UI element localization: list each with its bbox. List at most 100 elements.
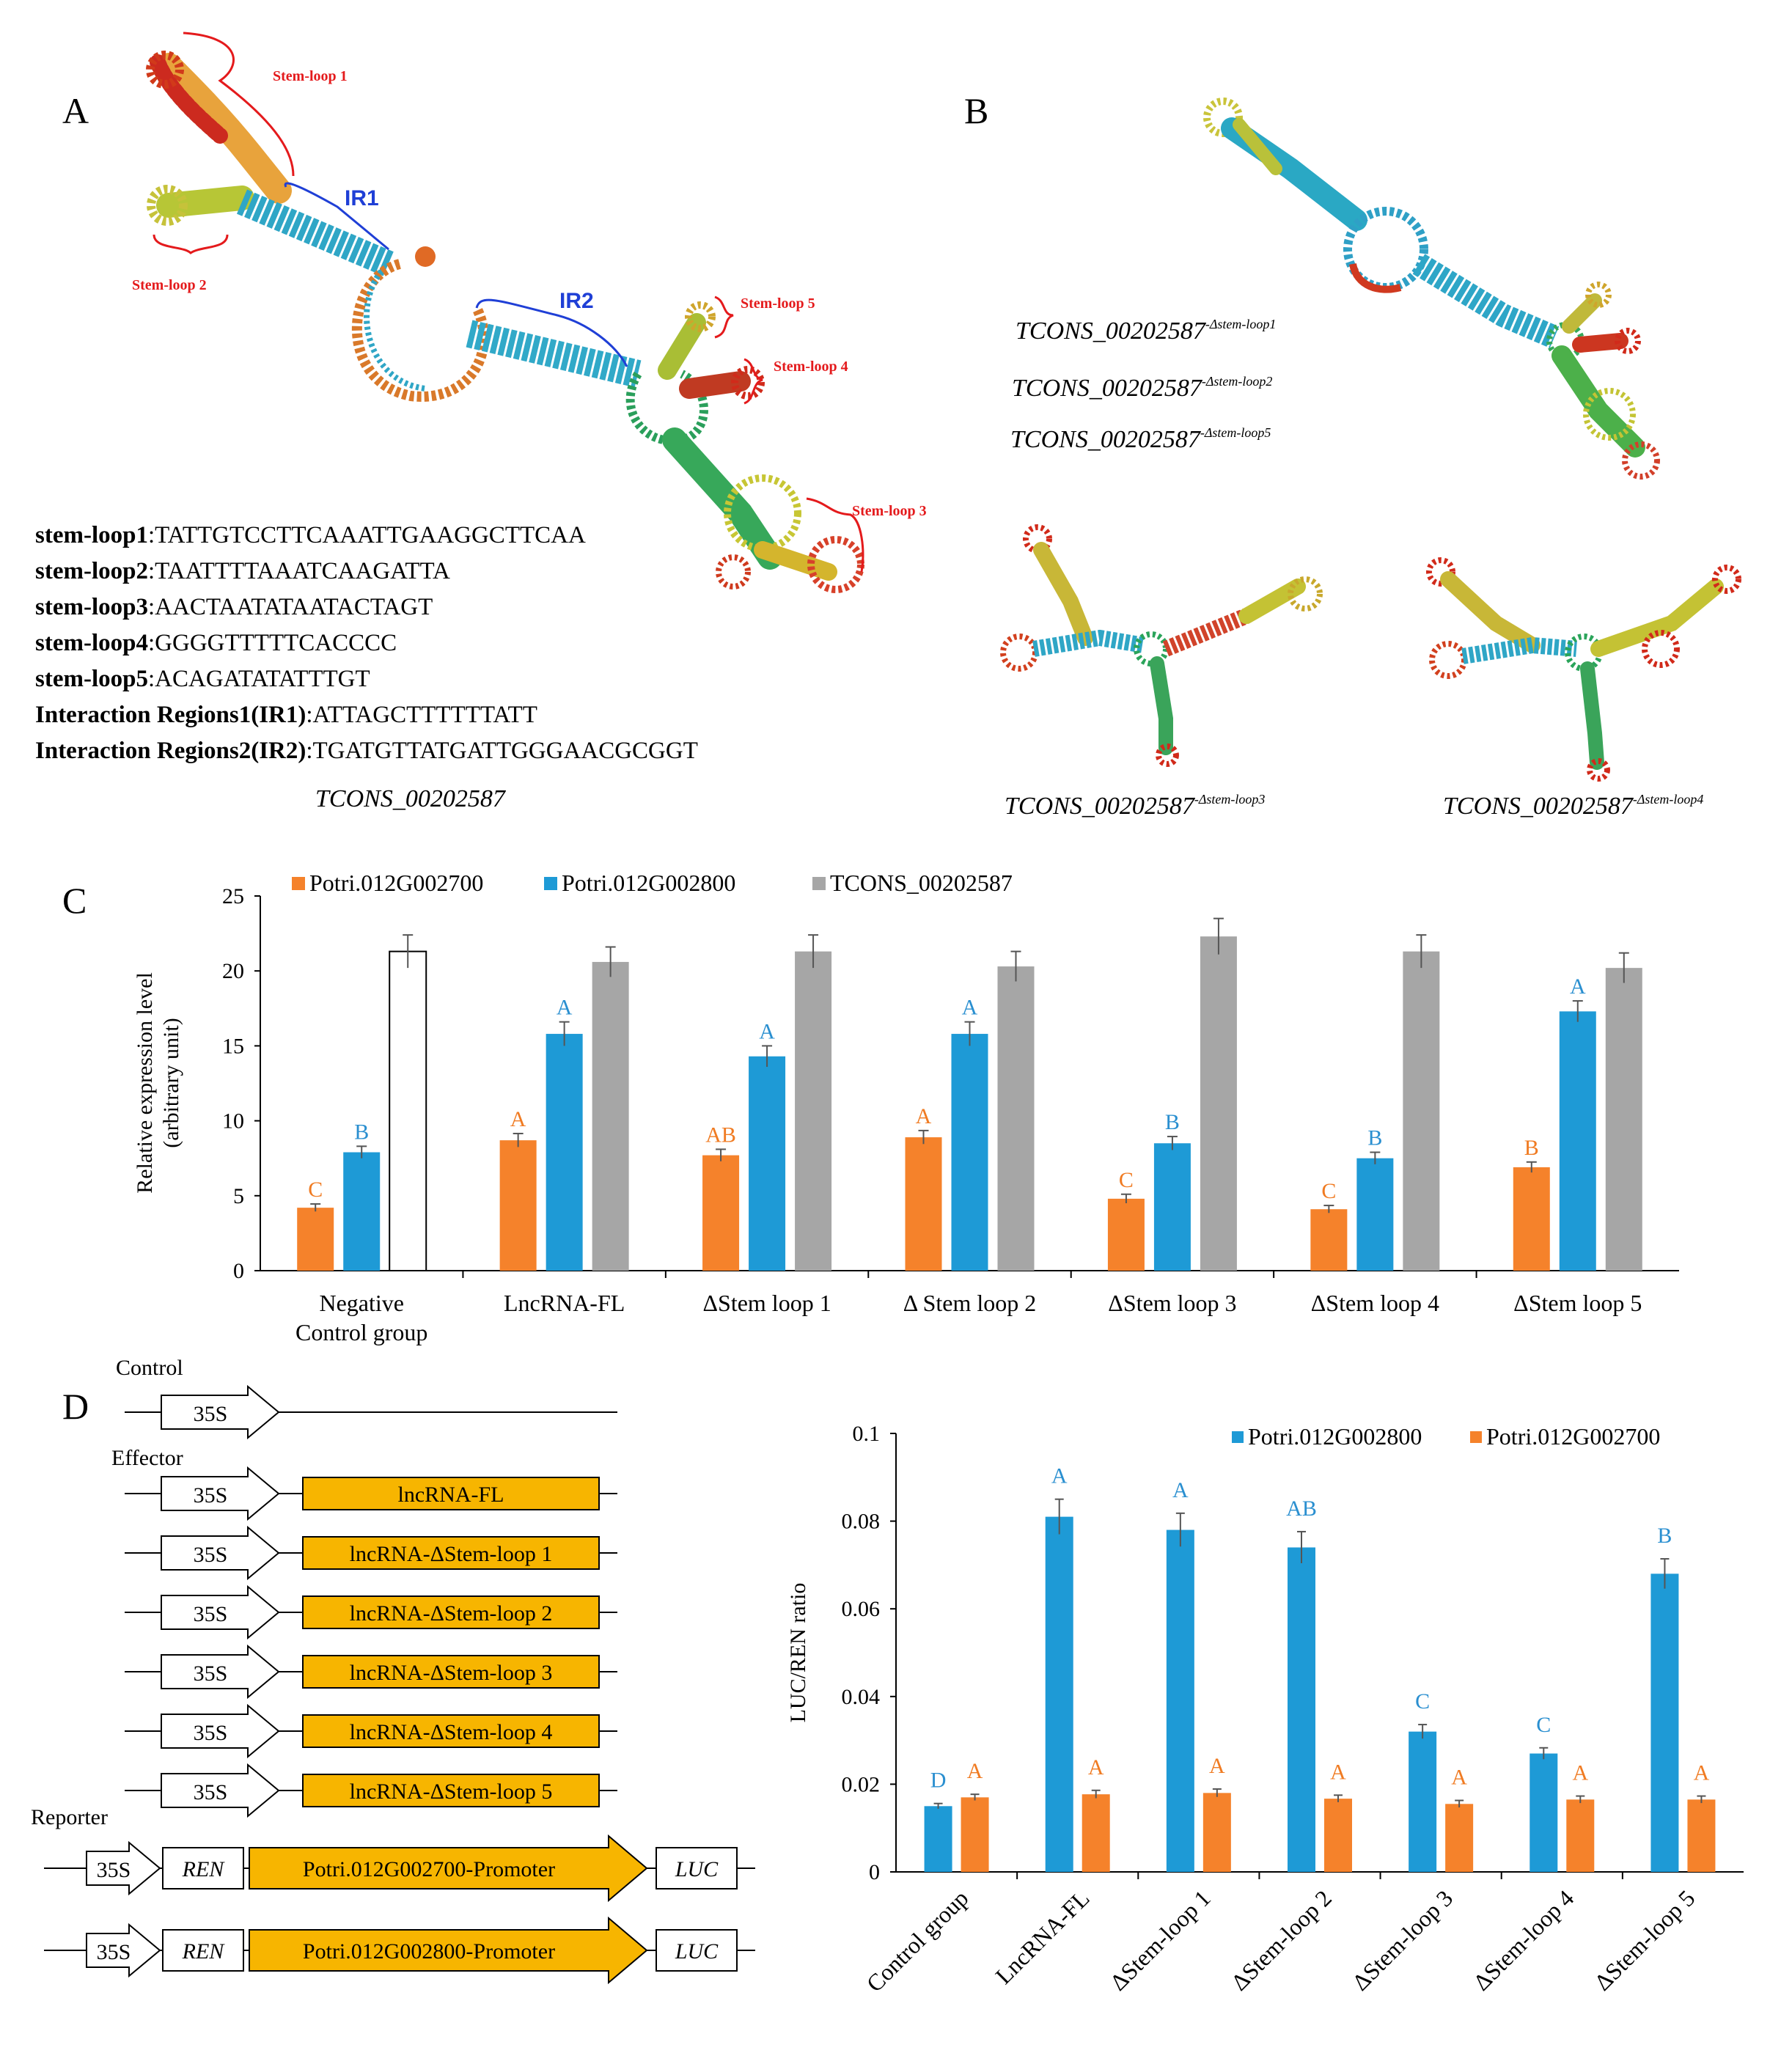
promoter-arrow: 35S [86, 1922, 161, 1978]
significance-label: A [1172, 1478, 1189, 1502]
control-label: Control [116, 1356, 183, 1380]
caption-superscript: -Δstem-loop4 [1633, 792, 1704, 807]
central-loop-inner [364, 269, 426, 392]
stem-loop-5-bracket [714, 295, 734, 339]
significance-label: A [1209, 1754, 1225, 1778]
caption-base: TCONS_00202587 [1012, 375, 1203, 402]
structure-arm [1590, 579, 1724, 657]
bar [961, 1797, 989, 1872]
bar [1324, 1799, 1352, 1872]
stem-loop-5-arm [658, 313, 706, 380]
caption-superscript: -Δstem-loop1 [1205, 317, 1277, 331]
ir2-tag: IR2 [559, 289, 594, 313]
significance-label: A [1570, 974, 1586, 999]
effector-box [302, 1714, 600, 1748]
bar [1403, 951, 1440, 1271]
significance-label: C [1415, 1689, 1430, 1714]
caption-base: TCONS_00202587 [1443, 793, 1634, 820]
y-tick-label: 0 [233, 1259, 244, 1283]
y-tick-label: 25 [222, 884, 244, 908]
effector-box-label: lncRNA-ΔStem-loop 1 [350, 1542, 553, 1566]
legend-swatch [544, 877, 557, 890]
sequence-value: :ACAGATATATTTGT [148, 666, 370, 692]
caption-superscript: -Δstem-loop3 [1194, 792, 1266, 807]
structure-up-loop [1585, 282, 1612, 308]
effector-box [302, 1774, 600, 1807]
sequence-key: stem-loop5 [35, 666, 148, 692]
sequence-line: stem-loop4:GGGGTTTTTCACCCC [35, 630, 397, 656]
panel-a-label: A [62, 90, 89, 131]
panel-d: D Control 35S Effector 35S lncRNA-FL 35S lncRN… [31, 1356, 1744, 1997]
x-category-label: ΔStem loop 4 [1311, 1290, 1439, 1316]
bar [1445, 1804, 1474, 1872]
rna-structure-delta-3 [1000, 524, 1323, 767]
effector-box [302, 1595, 600, 1629]
significance-label: D [930, 1769, 947, 1793]
structure-arm [1440, 571, 1541, 653]
promoter-label: 35S [97, 1858, 131, 1882]
bar [389, 950, 427, 1272]
significance-label: A [1694, 1761, 1710, 1785]
panel-c-label: C [62, 880, 87, 921]
significance-label: C [1321, 1179, 1336, 1203]
stem-loop-4-bracket [743, 358, 763, 405]
promoter-arrow: 35S [161, 1763, 280, 1818]
bar [702, 1155, 740, 1271]
y-tick-label: 20 [222, 959, 244, 983]
significance-label: A [1330, 1760, 1346, 1784]
structure-loop [1642, 630, 1680, 668]
sequence-list: stem-loop1:TATTGTCCTTCAAATTGAAGGCTTCAA s… [35, 522, 698, 764]
structure-up-arm [1562, 293, 1602, 334]
sequence-line: stem-loop5:ACAGATATATTTGT [35, 666, 370, 692]
panel-b-label: B [964, 90, 988, 131]
promoter-arrow: 35S [161, 1703, 280, 1759]
x-category-label: ΔStem-loop 4 [1468, 1884, 1579, 1995]
y-tick-label: 0.08 [842, 1510, 881, 1534]
significance-label: A [962, 996, 978, 1020]
promoter-arrow-shape [161, 1703, 280, 1759]
structure-down-bulge [1583, 388, 1636, 441]
significance-label: A [1451, 1766, 1467, 1790]
bar [1356, 1158, 1394, 1271]
bar [1200, 936, 1237, 1271]
luc-box [656, 1847, 738, 1889]
significance-label: A [1088, 1755, 1104, 1780]
structure-arm [1162, 608, 1250, 657]
bar [749, 1056, 786, 1271]
caption-base: TCONS_00202587 [1010, 426, 1202, 453]
structure-top-arm-tip [1233, 118, 1282, 175]
bar [924, 1806, 952, 1872]
stem-loop-3-tag: Stem-loop 3 [852, 503, 927, 519]
stem-loop-2-tag: Stem-loop 2 [132, 277, 207, 293]
promoter-arrow: 35S [161, 1384, 280, 1440]
promoter-label: 35S [194, 1543, 228, 1567]
structure-arm [1461, 636, 1577, 664]
structure-loop [1156, 743, 1179, 767]
bar [1153, 1143, 1191, 1271]
structure-loop [1587, 758, 1610, 782]
sequence-value: :TGATGTTATGATTGGGAACGCGGT [306, 738, 697, 764]
stem-loop-1-arm [155, 53, 292, 204]
bar [1288, 1547, 1315, 1872]
ir1-bracket [284, 182, 389, 251]
promoter-arrow: 35S [161, 1466, 280, 1521]
promoter-label: 35S [97, 1940, 131, 1964]
bar [997, 966, 1035, 1271]
bar [1530, 1753, 1558, 1872]
structure-arm [1033, 542, 1093, 646]
effector-box-label: lncRNA-ΔStem-loop 5 [350, 1780, 553, 1804]
legend-label: Potri.012G002800 [562, 870, 735, 896]
x-category-label: ΔStem loop 1 [702, 1290, 831, 1316]
stem-loop-2-loop [147, 185, 188, 226]
sequence-value: :AACTAATATAATACTAGT [148, 594, 433, 620]
structure-long-helix [1412, 254, 1560, 348]
promoter-label: 35S [194, 1661, 228, 1686]
significance-label: C [1119, 1168, 1134, 1192]
panel-a-caption: TCONS_00202587 [315, 785, 507, 812]
rna-structure-delta-125 [1203, 98, 1660, 480]
significance-label: AB [705, 1123, 736, 1147]
stem-loop-1-bracket [183, 32, 295, 177]
bar [343, 1152, 381, 1271]
structure-right-arm [1572, 333, 1628, 353]
